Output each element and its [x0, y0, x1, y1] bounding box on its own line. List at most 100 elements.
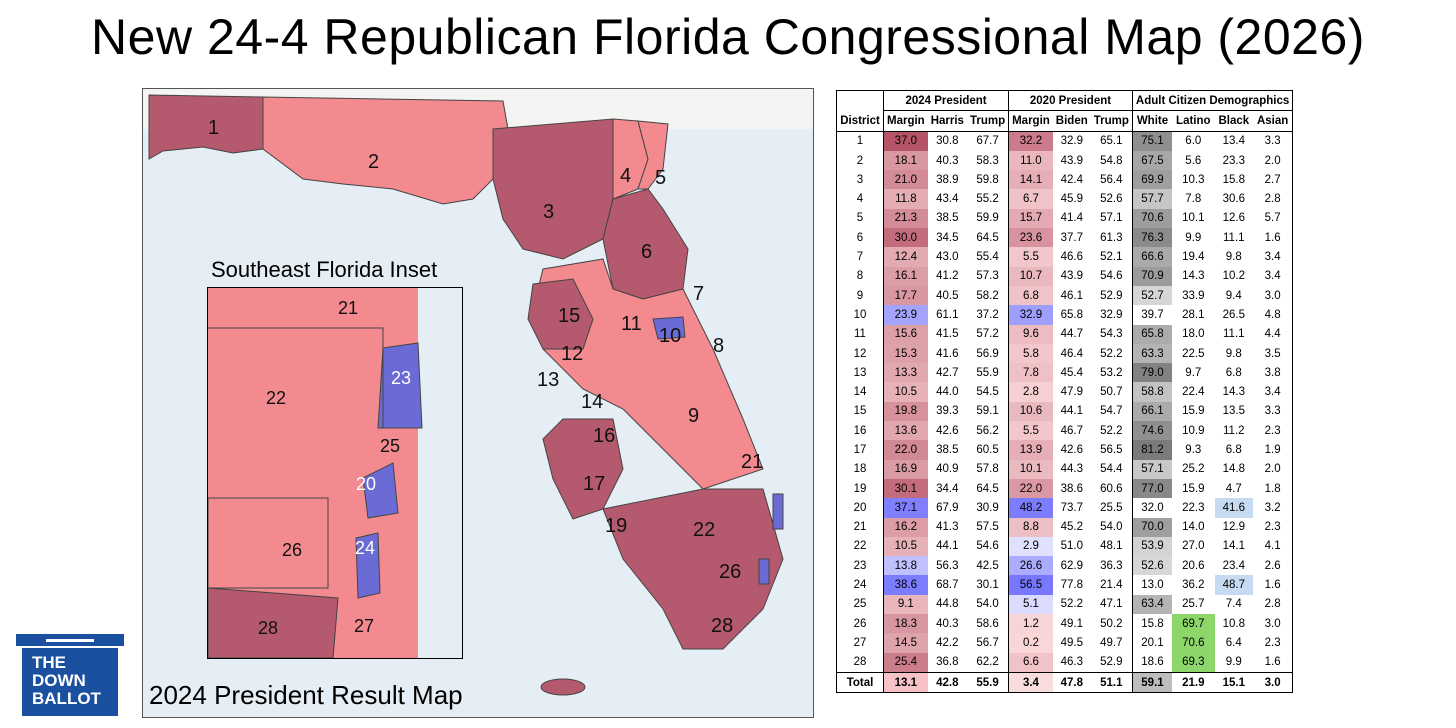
table-cell: 6.8 [1225, 366, 1242, 379]
table-cell: 9.8 [1225, 251, 1242, 264]
florida-map: 1 2 3 4 5 6 7 8 9 10 11 12 13 14 15 16 17 19 21 22 26 28 Sout… [142, 88, 814, 718]
table-cell: 38.6 [1060, 482, 1083, 495]
results-table: 2024 President 2020 President Adult Citi… [836, 90, 1294, 694]
table-row: 19 30.1 34.4 64.5 22.0 38.6 60.6 77.0 15.9 4.7 1.8 [837, 478, 1293, 499]
table-cell: 16.1 [882, 266, 928, 286]
table-cell: 76.3 [1131, 228, 1173, 248]
table-cell: 9.8 [1225, 347, 1242, 360]
table-cell: 3.4 [1264, 251, 1281, 264]
table-cell: 32.2 [1008, 131, 1053, 151]
table-cell: 57.1 [1131, 459, 1173, 479]
table-cell: 63.4 [1131, 594, 1173, 615]
table-cell: 42.4 [1060, 173, 1083, 186]
table-cell: 11.1 [1223, 328, 1245, 341]
table-cell: 28.1 [1182, 308, 1205, 321]
table-cell: 46.7 [1060, 424, 1083, 437]
table-row: 10 23.9 61.1 37.2 32.9 65.8 32.9 39.7 28.1 26.5 4.… [837, 305, 1293, 325]
table-cell: 36.3 [1100, 559, 1123, 572]
total-cell: 47.8 [1052, 671, 1091, 693]
table-cell: 1.8 [1264, 482, 1281, 495]
table-cell: 1.6 [1264, 231, 1281, 244]
inset-district-label: 25 [380, 436, 401, 456]
table-cell: 53.2 [1100, 366, 1123, 379]
table-cell: 6.8 [1008, 285, 1053, 306]
table-cell: 10.5 [882, 382, 928, 402]
table-cell: 3.5 [1264, 347, 1281, 360]
table-cell: 42.6 [1060, 443, 1083, 456]
table-cell: 15 [853, 405, 867, 418]
inset-district-label: 23 [391, 368, 412, 388]
table-cell: 19 [853, 482, 867, 495]
table-cell: 40.5 [936, 289, 959, 302]
district-label: 28 [711, 615, 734, 637]
table-cell: 23.6 [1008, 228, 1053, 248]
table-cell: 25.4 [882, 652, 928, 673]
inset-svg [208, 288, 462, 658]
table-cell: 4.7 [1225, 482, 1242, 495]
table-cell: 75.1 [1131, 131, 1173, 151]
table-cell: 44.0 [936, 386, 959, 399]
table-cell: 56.2 [976, 424, 999, 437]
table-cell: 3.3 [1264, 135, 1281, 148]
table-cell: 6.4 [1225, 636, 1242, 649]
table-cell: 79.0 [1131, 363, 1173, 383]
table-cell: 19.4 [1182, 251, 1205, 264]
total-cell: 3.4 [1008, 671, 1053, 693]
table-cell: 21.4 [1100, 579, 1123, 592]
table-cell: 43.9 [1060, 270, 1083, 283]
table-cell: 38.5 [936, 212, 959, 225]
table-cell: 13.9 [1008, 440, 1053, 460]
table-row: 12 15.3 41.6 56.9 5.8 46.4 52.2 63.3 22.5 9.8 3.5 [837, 343, 1293, 364]
page-title: New 24-4 Republican Florida Congressiona… [91, 9, 1365, 65]
table-cell: 42.5 [976, 559, 999, 572]
table-cell: 13.4 [1222, 135, 1245, 148]
table-cell: 41.2 [936, 270, 959, 283]
table-cell: 48.2 [1008, 498, 1053, 518]
total-cell: 21.9 [1172, 671, 1215, 693]
table-cell: 59.9 [976, 212, 999, 225]
table-row: 25 9.1 44.8 54.0 5.1 52.2 47.1 63.4 25.7 7.4 2.8 [837, 594, 1293, 615]
inset-district-label: 27 [354, 616, 375, 636]
table-cell: 32.9 [1100, 308, 1123, 321]
table-row: 6 30.0 34.5 64.5 23.6 37.7 61.3 76.3 9.9 11.1 1.6 [837, 228, 1293, 248]
table-cell: 2.0 [1264, 154, 1281, 167]
table-cell: 15.8 [1131, 614, 1173, 634]
table-cell: 15.9 [1182, 405, 1205, 418]
table-cell: 52.2 [1060, 598, 1083, 611]
column-header: Black [1214, 110, 1254, 132]
table-cell: 38.9 [936, 173, 959, 186]
table-cell: 4 [856, 193, 864, 206]
column-header: Biden [1052, 110, 1091, 132]
table-cell: 57.3 [976, 270, 999, 283]
table-cell: 30.0 [882, 228, 928, 248]
table-cell: 32.0 [1131, 498, 1173, 518]
table-row: 15 19.8 39.3 59.1 10.6 44.1 54.7 66.1 15.9 13.5 3.… [837, 401, 1293, 422]
table-row: 17 22.0 38.5 60.5 13.9 42.6 56.5 81.2 9.3 6.8 1.9 [837, 440, 1293, 460]
district-label: 9 [688, 405, 700, 427]
table-cell: 40.3 [936, 617, 959, 630]
table-cell: 30.9 [976, 501, 999, 514]
table-cell: 5.1 [1008, 594, 1053, 615]
table-cell: 5.8 [1008, 343, 1053, 364]
table-row: 9 17.7 40.5 58.2 6.8 46.1 52.9 52.7 33.9 9.4 3.0 [837, 285, 1293, 306]
table-cell: 73.7 [1060, 501, 1083, 514]
inset-district-label: 22 [266, 388, 287, 408]
table-cell: 16.2 [882, 517, 928, 537]
table-cell: 26.5 [1222, 308, 1245, 321]
table-cell: 61.1 [936, 308, 959, 321]
district-label: 14 [581, 391, 604, 413]
table-row: 11 15.6 41.5 57.2 9.6 44.7 54.3 65.8 18.0 11.1 4.4 [837, 324, 1293, 344]
map-svg [143, 89, 813, 696]
table-cell: 11.0 [1008, 150, 1053, 171]
table-cell: 14.3 [1222, 386, 1245, 399]
table-cell: 25.2 [1182, 463, 1205, 476]
table-cell: 10.2 [1222, 270, 1245, 283]
table-row: 16 13.6 42.6 56.2 5.5 46.7 52.2 74.6 10.9 11.2 2.3 [837, 421, 1293, 441]
table-cell: 11.8 [882, 189, 928, 209]
column-header: Trump [1090, 110, 1133, 132]
table-cell: 54.8 [1100, 154, 1123, 167]
district-label: 21 [741, 451, 764, 473]
table-cell: 55.4 [976, 251, 999, 264]
table-cell: 34.4 [936, 482, 959, 495]
table-cell: 69.9 [1131, 170, 1173, 190]
